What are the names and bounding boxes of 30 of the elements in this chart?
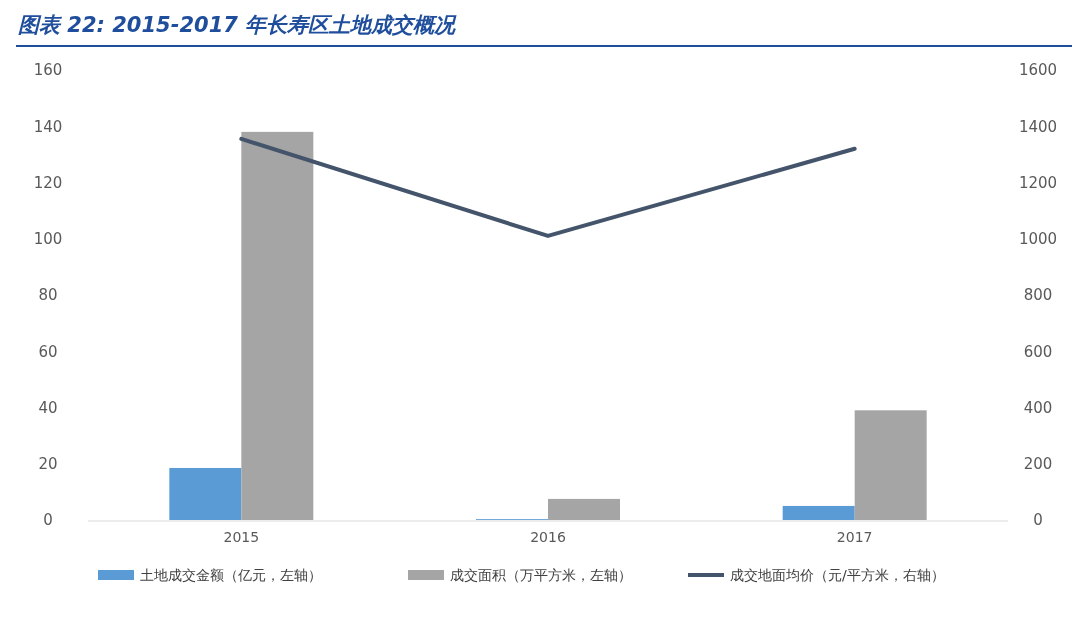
legend-label: 成交地面均价（元/平方米，右轴） [730, 566, 945, 583]
y-tick-label: 40 [38, 398, 58, 417]
y2-tick-label: 400 [1023, 398, 1053, 417]
legend-label: 土地成交金额（亿元，左轴） [140, 566, 322, 583]
bar [169, 467, 242, 520]
y-tick-label: 160 [33, 61, 63, 80]
y2-tick-label: 1600 [1018, 61, 1058, 80]
y-tick-label: 100 [33, 230, 63, 248]
y2-tick-label: 800 [1023, 286, 1053, 305]
bar [782, 505, 855, 520]
y-tick-label: 120 [33, 173, 63, 192]
y-tick-label: 140 [33, 117, 63, 136]
chart-title: 图表 22: 2015-2017 年长寿区土地成交概况 [18, 13, 458, 37]
y-tick-label: 80 [38, 286, 58, 305]
y2-tick-label: 1200 [1018, 173, 1058, 192]
y2-tick-label: 600 [1023, 342, 1053, 361]
x-tick-label: 2015 [223, 529, 260, 545]
bar [241, 131, 314, 520]
y-tick-label: 20 [38, 455, 58, 473]
y2-tick-label: 1400 [1018, 117, 1058, 136]
legend-label: 成交面积（万平方米，左轴） [450, 566, 632, 583]
x-tick-label: 2017 [836, 529, 873, 545]
bar [548, 498, 620, 520]
bar [854, 410, 927, 520]
y2-tick-label: 200 [1023, 455, 1053, 473]
y-tick-label: 0 [43, 511, 53, 530]
y2-tick-label: 1000 [1018, 230, 1058, 248]
x-tick-label: 2016 [530, 529, 566, 545]
y-tick-label: 60 [38, 342, 58, 361]
y2-tick-label: 0 [1033, 511, 1043, 530]
